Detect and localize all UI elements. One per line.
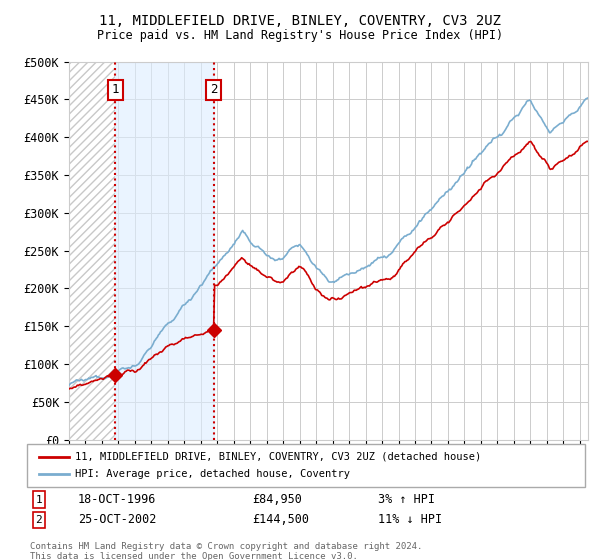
Text: £144,500: £144,500 [252,513,309,526]
Text: 1: 1 [35,494,43,505]
Text: 11, MIDDLEFIELD DRIVE, BINLEY, COVENTRY, CV3 2UZ: 11, MIDDLEFIELD DRIVE, BINLEY, COVENTRY,… [99,14,501,28]
Text: 11% ↓ HPI: 11% ↓ HPI [378,513,442,526]
Text: 2: 2 [210,83,218,96]
Text: 18-OCT-1996: 18-OCT-1996 [78,493,157,506]
Bar [115,62,214,440]
Text: Contains HM Land Registry data © Crown copyright and database right 2024.
This d: Contains HM Land Registry data © Crown c… [30,542,422,560]
Text: 2: 2 [35,515,43,525]
Text: 25-OCT-2002: 25-OCT-2002 [78,513,157,526]
Text: HPI: Average price, detached house, Coventry: HPI: Average price, detached house, Cove… [75,469,350,479]
Text: 1: 1 [112,83,119,96]
Text: 3% ↑ HPI: 3% ↑ HPI [378,493,435,506]
Bar [69,62,115,440]
Text: Price paid vs. HM Land Registry's House Price Index (HPI): Price paid vs. HM Land Registry's House … [97,29,503,42]
Bar [69,62,115,440]
Text: £84,950: £84,950 [252,493,302,506]
Text: 11, MIDDLEFIELD DRIVE, BINLEY, COVENTRY, CV3 2UZ (detached house): 11, MIDDLEFIELD DRIVE, BINLEY, COVENTRY,… [75,452,481,462]
